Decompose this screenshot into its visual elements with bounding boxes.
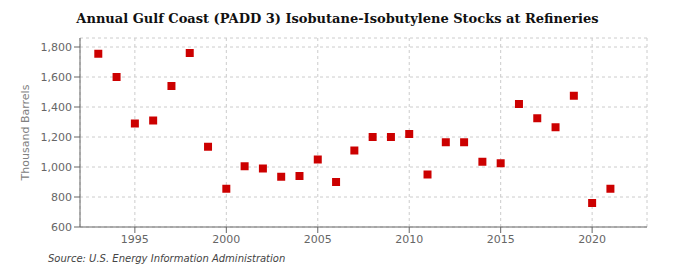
svg-text:2010: 2010 [395,233,423,246]
svg-text:1,600: 1,600 [41,71,73,84]
svg-text:1,200: 1,200 [41,131,73,144]
svg-text:2005: 2005 [304,233,332,246]
svg-text:2015: 2015 [487,233,515,246]
svg-text:2000: 2000 [212,233,240,246]
svg-text:600: 600 [51,221,72,234]
svg-text:Thousand Barrels: Thousand Barrels [19,84,32,181]
svg-text:2020: 2020 [578,233,606,246]
svg-text:1995: 1995 [121,233,149,246]
svg-text:800: 800 [51,191,72,204]
svg-text:1,800: 1,800 [41,41,73,54]
html-text:Annual Gulf Coast (PADD 3) Iso: Annual Gulf Coast (PADD 3) Isobutane-Iso… [76,11,599,26]
svg-text:1,000: 1,000 [41,161,73,174]
html-text:Source: U.S. Energy Informatio: Source: U.S. Energy Information Administ… [48,253,286,264]
svg-text:1,400: 1,400 [41,101,73,114]
